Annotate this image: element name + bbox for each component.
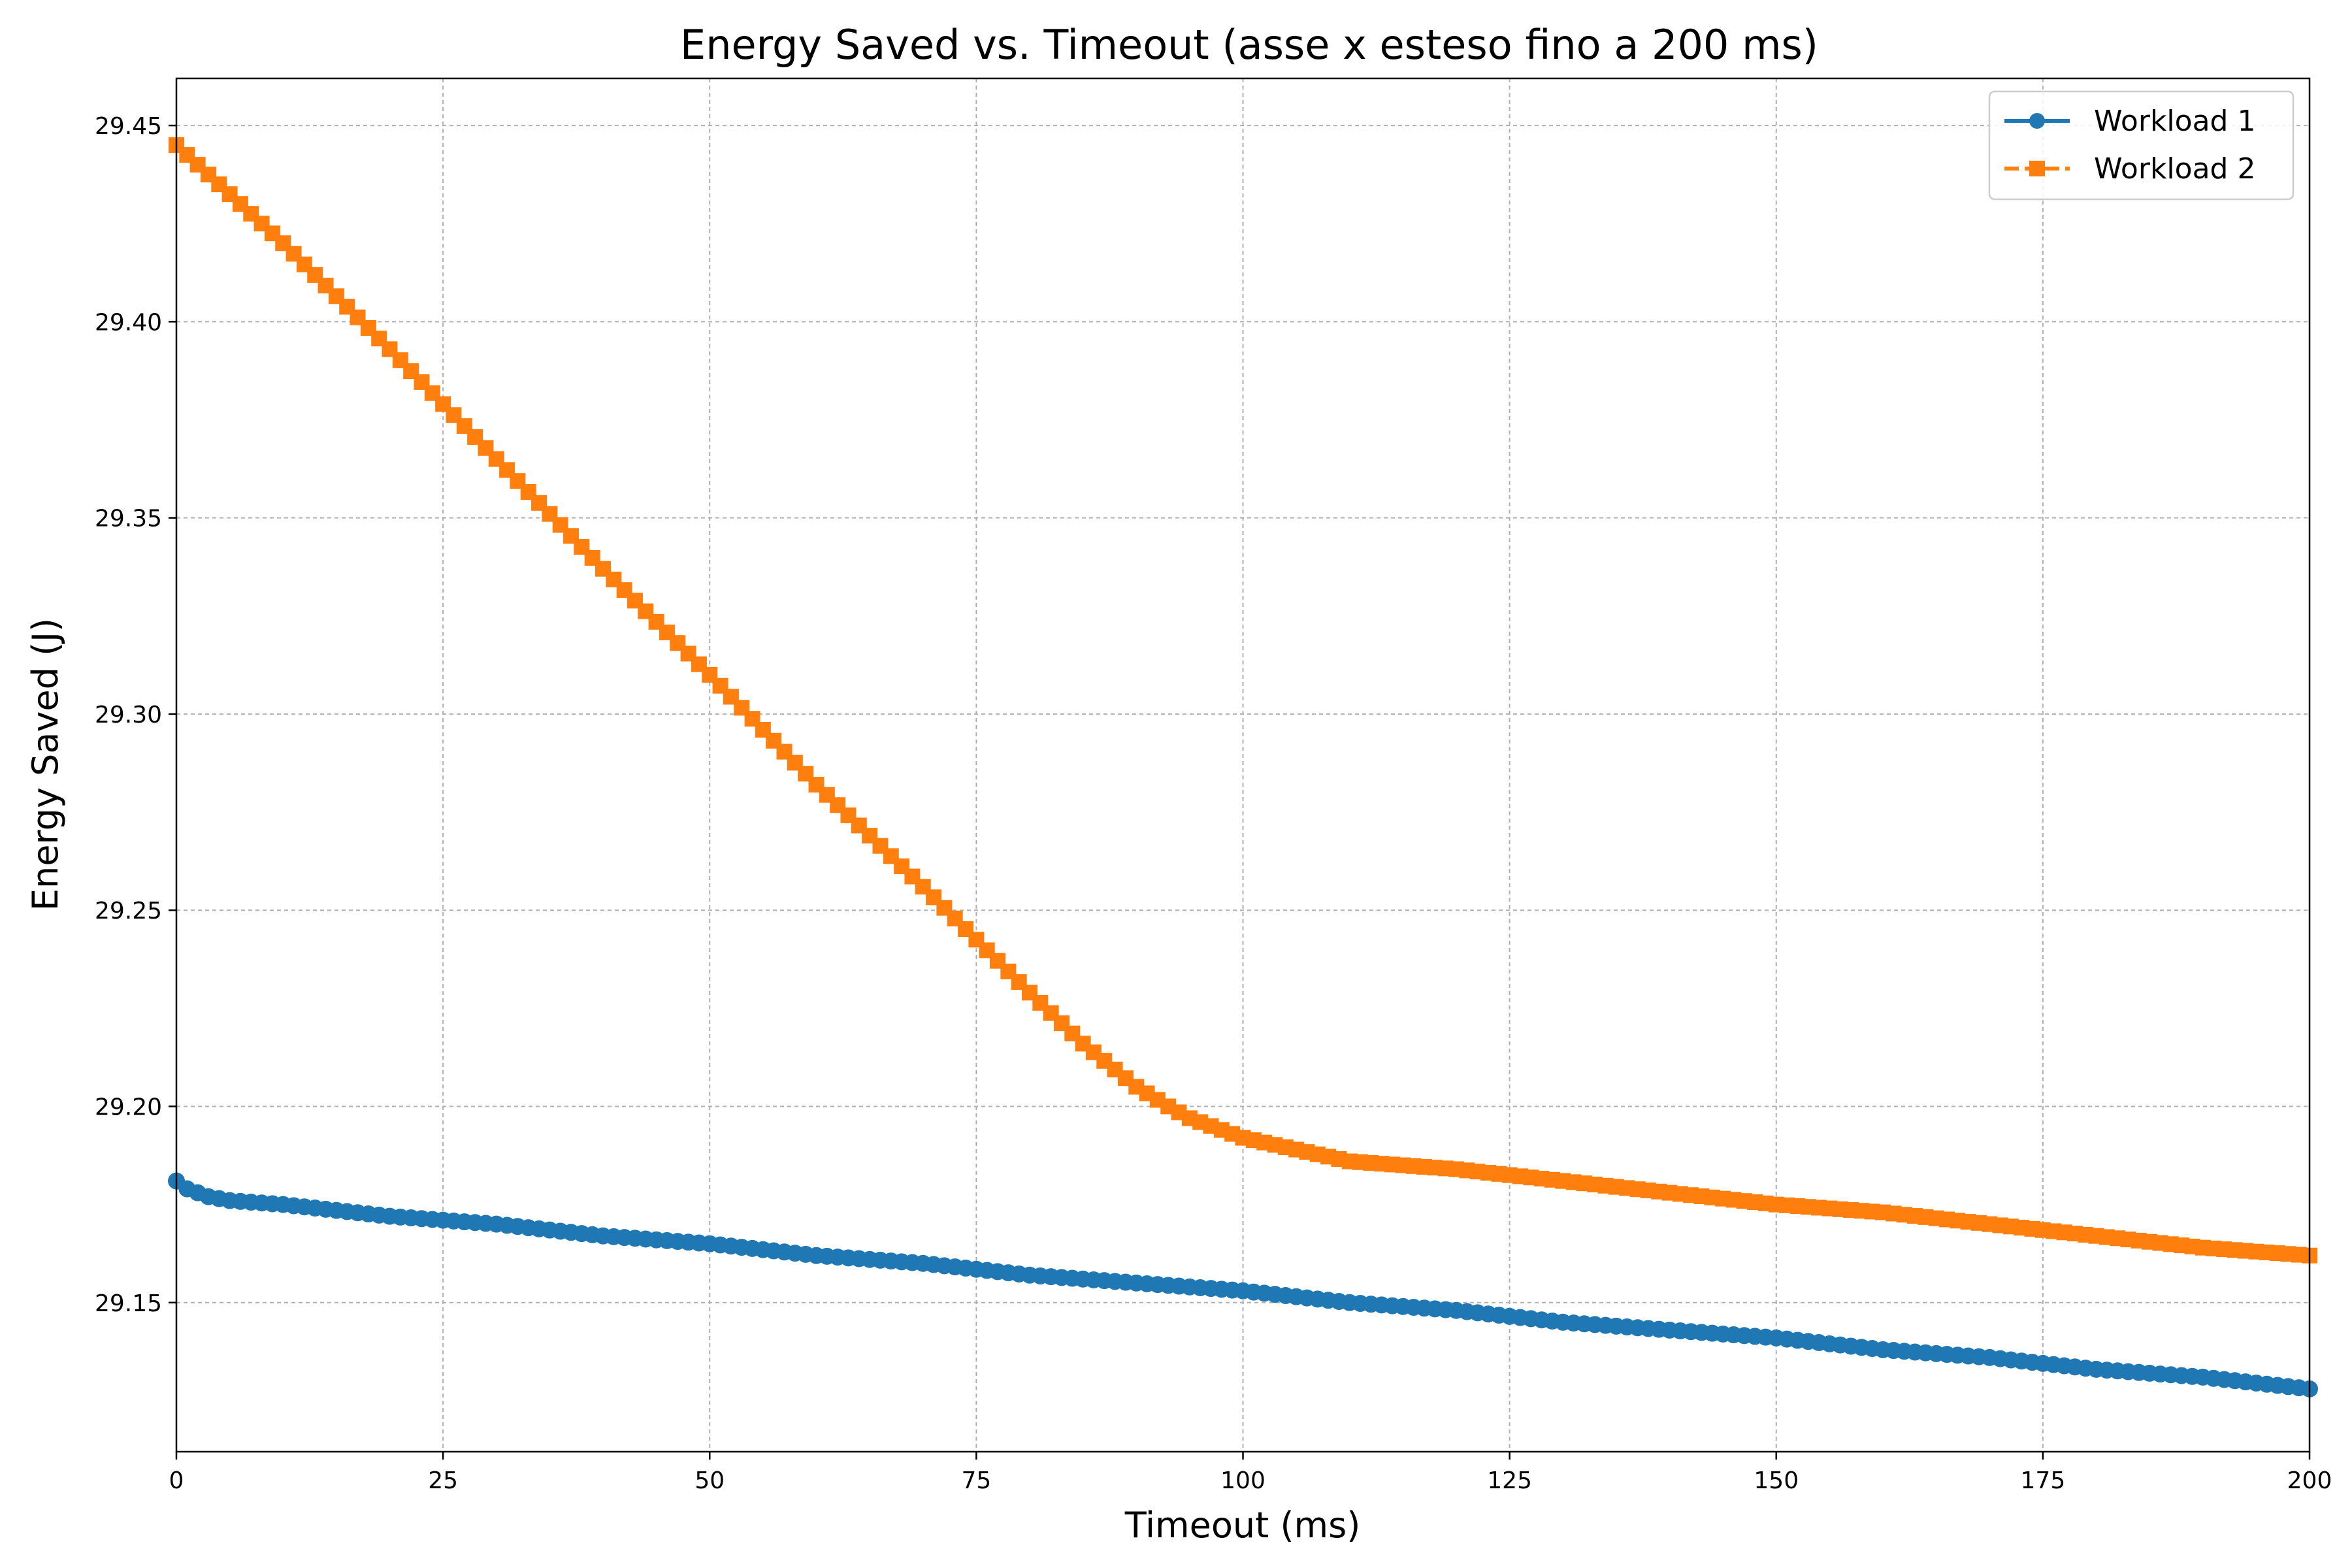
y-tick-label: 29.25	[95, 898, 162, 924]
legend-marker-workload-1	[2029, 113, 2045, 129]
legend-marker-workload-2	[2029, 161, 2045, 176]
x-tick-label: 25	[428, 1467, 458, 1494]
x-axis-label: Timeout (ms)	[1124, 1505, 1361, 1546]
series-workload-2	[169, 137, 2317, 1264]
y-tick-label: 29.30	[95, 702, 162, 728]
plot-series	[168, 137, 2318, 1397]
legend-box	[1988, 90, 2295, 201]
y-axis-label: Energy Saved (J)	[25, 618, 66, 911]
axis-ticks: 0 25 50 75 100 125 150 175 200 29.15 29.20 29.25 29.…	[95, 113, 2332, 1494]
x-tick-label: 0	[169, 1467, 184, 1494]
y-tick-label: 29.35	[95, 506, 162, 532]
legend-label-workload-1: Workload 1	[2094, 105, 2255, 138]
x-tick-label: 50	[694, 1467, 725, 1494]
y-tick-label: 29.20	[95, 1094, 162, 1120]
y-tick-label: 29.15	[95, 1290, 162, 1317]
series-workload-1	[168, 1172, 2318, 1397]
x-tick-label: 150	[1754, 1467, 1799, 1494]
legend-label-workload-2: Workload 2	[2094, 152, 2255, 186]
x-tick-label: 125	[1487, 1467, 1532, 1494]
y-tick-label: 29.40	[95, 309, 162, 336]
chart-title: Energy Saved vs. Timeout (asse x esteso …	[680, 21, 1818, 69]
y-tick-label: 29.45	[95, 113, 162, 140]
x-tick-label: 100	[1220, 1467, 1266, 1494]
x-tick-label: 175	[2021, 1467, 2066, 1494]
legend: Workload 1 Workload 2	[1988, 90, 2295, 201]
x-tick-label: 75	[961, 1467, 991, 1494]
x-tick-label: 200	[2287, 1467, 2332, 1494]
